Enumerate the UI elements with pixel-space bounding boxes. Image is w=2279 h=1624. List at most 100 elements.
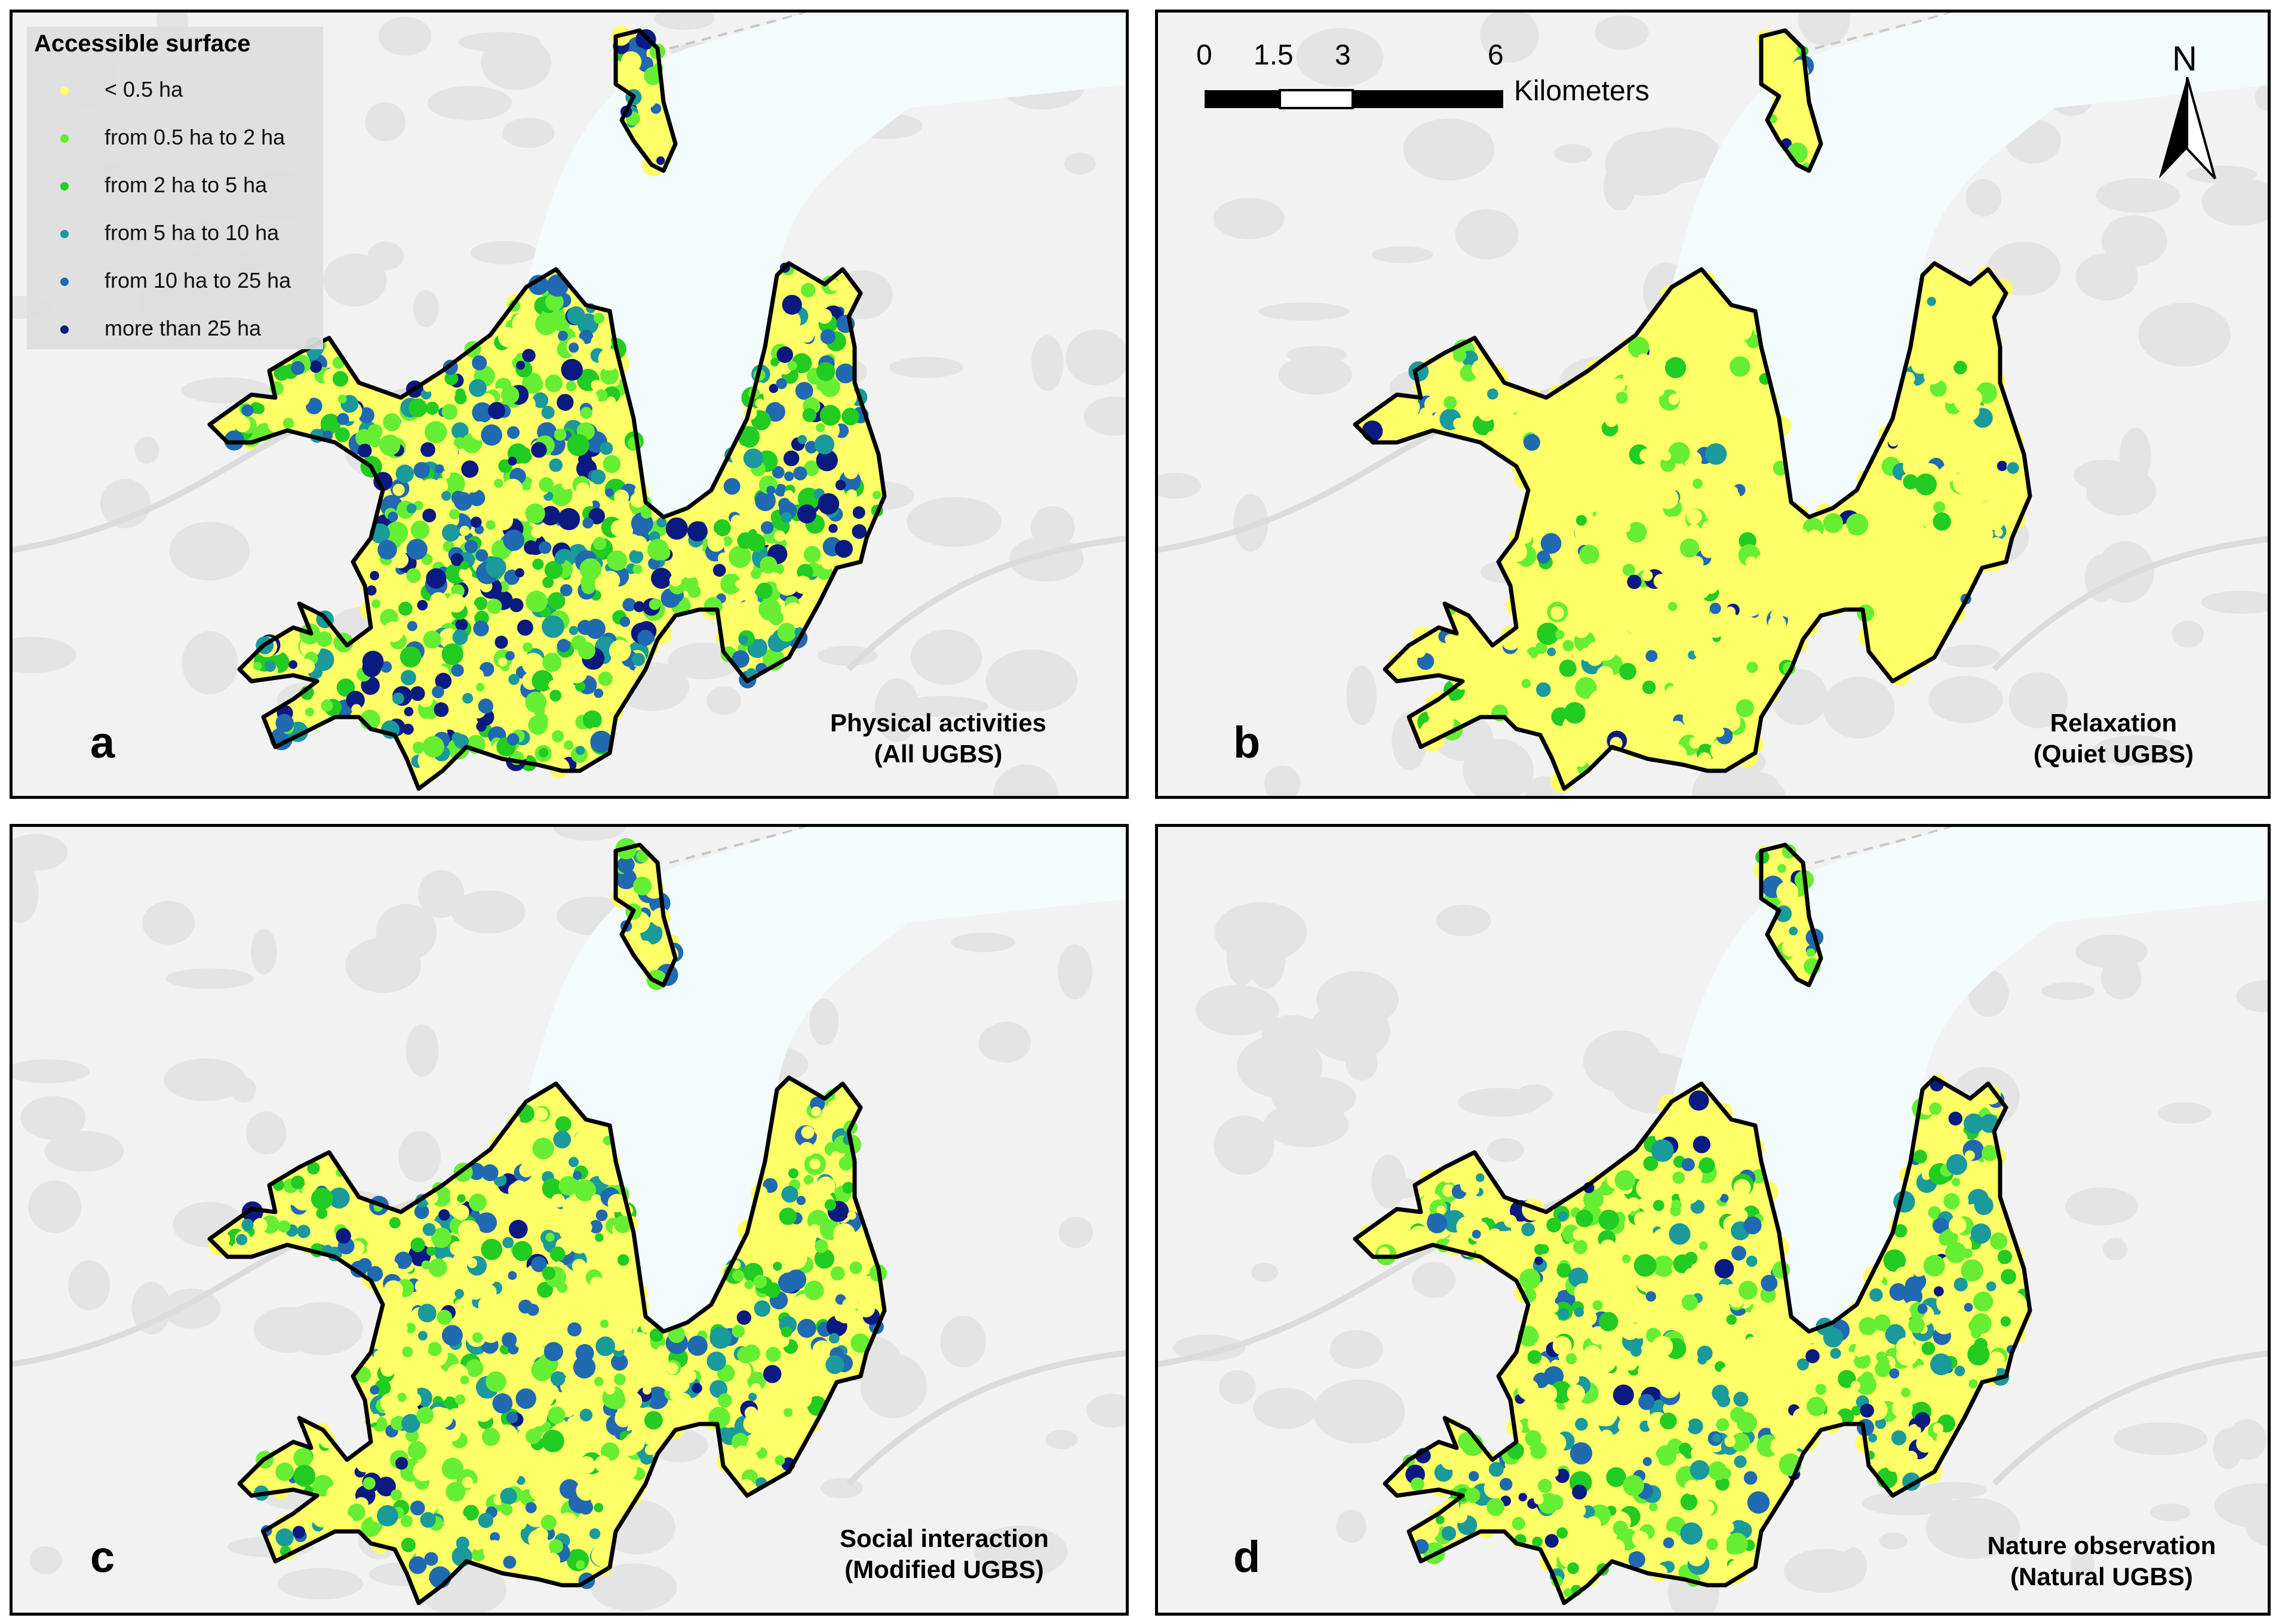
accessibility-dot: [1726, 1314, 1737, 1325]
accessibility-dot: [1724, 1435, 1736, 1447]
accessibility-dot: [1612, 378, 1626, 392]
legend-swatch-3: [60, 182, 69, 190]
accessibility-dot: [1688, 607, 1711, 629]
accessibility-dot: [1920, 1131, 1943, 1154]
accessibility-dot: [1518, 1379, 1539, 1401]
accessibility-dot: [1981, 545, 1995, 559]
accessibility-dot: [648, 557, 661, 570]
accessibility-dot: [486, 520, 496, 530]
accessibility-dot: [1986, 1281, 1997, 1291]
accessibility-dot: [1888, 436, 1899, 447]
accessibility-dot: [1713, 712, 1725, 724]
accessibility-dot: [1704, 293, 1721, 310]
accessibility-dot: [774, 484, 787, 497]
accessibility-dot: [1485, 682, 1497, 693]
accessibility-dot: [1604, 540, 1617, 552]
accessibility-dot: [1580, 389, 1602, 411]
accessibility-dot: [1908, 1317, 1925, 1334]
accessibility-dot: [316, 631, 332, 647]
accessibility-dot: [656, 517, 667, 528]
accessibility-dot: [1931, 1127, 1941, 1137]
accessibility-dot: [509, 598, 524, 613]
accessibility-dot: [1733, 1179, 1751, 1197]
panel-title-line1: Social interaction: [839, 1524, 1049, 1552]
accessibility-dot: [1469, 402, 1483, 416]
accessibility-dot: [1893, 1224, 1908, 1238]
accessibility-dot: [392, 692, 404, 705]
accessibility-dot: [1716, 579, 1731, 593]
accessibility-dot: [1618, 1304, 1635, 1321]
accessibility-dot: [1637, 353, 1651, 367]
basemap-patch: [29, 1546, 62, 1574]
accessibility-dot: [1373, 1222, 1390, 1239]
accessibility-dot: [1913, 404, 1933, 425]
accessibility-dot: [1933, 1113, 1948, 1127]
accessibility-dot: [1967, 1343, 1990, 1366]
accessibility-dot: [1767, 1347, 1781, 1362]
accessibility-dot: [1846, 1351, 1856, 1361]
accessibility-dot: [1934, 546, 1957, 569]
accessibility-dot: [526, 1428, 541, 1444]
accessibility-dot: [1726, 1542, 1740, 1555]
accessibility-dot: [1572, 1504, 1586, 1518]
accessibility-dot: [1719, 1365, 1742, 1388]
accessibility-dot: [1745, 1156, 1756, 1167]
accessibility-dot: [1510, 651, 1533, 673]
accessibility-dot: [1719, 1194, 1729, 1203]
accessibility-dot: [1932, 595, 1946, 608]
accessibility-dot: [476, 1212, 497, 1234]
accessibility-dot: [1557, 1539, 1575, 1558]
accessibility-dot: [1679, 1442, 1692, 1456]
legend-swatch-5: [60, 278, 69, 286]
accessibility-dot: [1642, 1457, 1652, 1466]
accessibility-dot: [567, 1322, 582, 1337]
accessibility-dot: [481, 1238, 502, 1260]
accessibility-dot: [1933, 427, 1947, 441]
accessibility-dot: [548, 680, 558, 690]
city-boundary: [207, 261, 887, 791]
accessibility-dot: [1949, 1216, 1967, 1234]
accessibility-dot: [825, 1355, 844, 1374]
accessibility-dot: [1629, 398, 1639, 407]
basemap-patch: [2041, 982, 2095, 1000]
accessibility-dot: [1567, 585, 1579, 598]
accessibility-dot: [388, 511, 398, 522]
accessibility-dot: [1488, 1228, 1502, 1242]
accessibility-dot: [751, 1383, 761, 1394]
accessibility-dot: [440, 1371, 459, 1391]
accessibility-dot: [557, 393, 574, 411]
accessibility-dot: [775, 1455, 785, 1466]
accessibility-dot: [1592, 1300, 1603, 1311]
accessibility-dot: [1755, 554, 1771, 570]
accessibility-dot: [1577, 596, 1592, 611]
accessibility-dot: [1983, 1364, 1998, 1379]
accessibility-dot: [640, 507, 652, 519]
basemap-patch: [502, 118, 555, 148]
accessibility-dot: [666, 1362, 678, 1374]
accessibility-dot: [450, 1241, 465, 1256]
basemap-patch: [142, 901, 195, 945]
accessibility-dot: [1859, 1317, 1878, 1336]
accessibility-dot: [453, 1204, 469, 1220]
accessibility-dot: [503, 478, 523, 499]
accessibility-dot: [1863, 480, 1883, 500]
north-arrow: N: [2154, 39, 2220, 194]
accessibility-dot: [776, 1334, 790, 1348]
accessibility-dot: [1628, 1551, 1645, 1568]
accessibility-dot: [633, 601, 645, 613]
accessibility-dot: [1901, 573, 1911, 583]
accessibility-dot: [803, 1231, 816, 1245]
accessibility-dot: [1911, 356, 1929, 374]
accessibility-dot: [1962, 1248, 1973, 1259]
accessibility-dot: [769, 383, 779, 393]
accessibility-dot: [486, 556, 506, 578]
accessibility-dot: [1894, 523, 1911, 540]
accessibility-dot: [487, 402, 506, 420]
accessibility-dot: [1856, 1334, 1877, 1355]
accessibility-dot: [1951, 1177, 1961, 1187]
accessibility-dot: [620, 1437, 640, 1456]
accessibility-dot: [779, 1207, 797, 1225]
accessibility-dot: [410, 1237, 425, 1253]
accessibility-dot: [1552, 1336, 1572, 1356]
accessibility-dot: [1609, 696, 1631, 719]
